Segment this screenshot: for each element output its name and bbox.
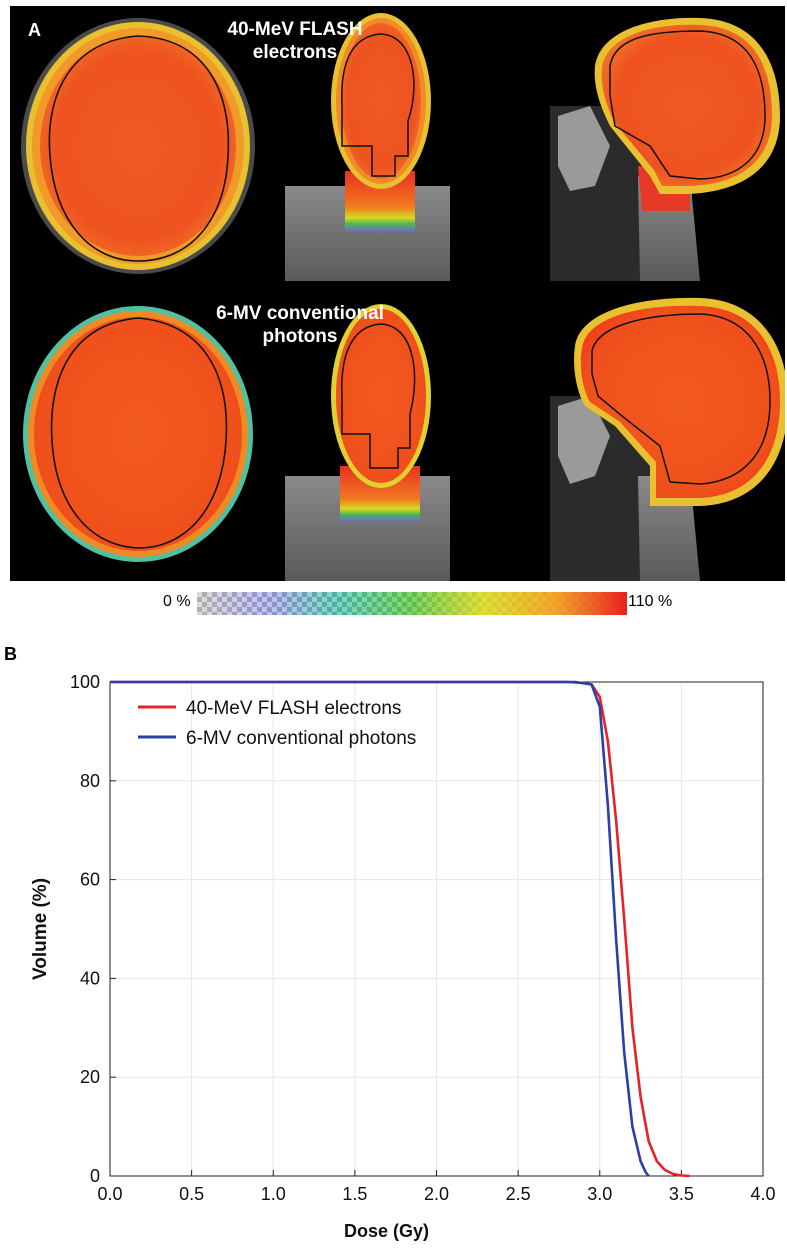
- y-axis-label: Volume (%): [30, 878, 51, 980]
- y-tick-label: 40: [80, 968, 100, 988]
- row-title-line1: 40-MeV FLASH: [227, 19, 363, 40]
- x-tick-label: 3.0: [587, 1184, 612, 1204]
- x-tick-label: 1.5: [342, 1184, 367, 1204]
- y-tick-label: 20: [80, 1067, 100, 1087]
- panel-a-label: A: [28, 20, 41, 40]
- colorbar-min-label: 0 %: [163, 593, 191, 610]
- dvh-chart: 0.0 0.5 1.0 1.5 2.0 2.5 3.0 3.5 4.0 0 20 40 60 80 100 4…: [30, 672, 776, 1241]
- y-tick-label: 0: [90, 1166, 100, 1186]
- y-tick-label: 60: [80, 870, 100, 890]
- colorbar-max-label: 110 %: [628, 593, 673, 610]
- x-tick-label: 2.0: [424, 1184, 449, 1204]
- panel-b-label: B: [4, 644, 17, 664]
- flash-electrons-row: 40-MeV FLASH electrons: [10, 6, 785, 288]
- x-tick-label: 2.5: [506, 1184, 531, 1204]
- legend: 40-MeV FLASH electrons 6-MV conventional …: [138, 698, 416, 749]
- x-tick-label: 4.0: [750, 1184, 775, 1204]
- dose-colorbar: [197, 592, 627, 615]
- y-tick-label: 100: [70, 672, 100, 692]
- conventional-photons-row: 6-MV conventional photons: [10, 294, 785, 581]
- colorbar-checker-overlay: [197, 592, 627, 615]
- y-tick-label: 80: [80, 771, 100, 791]
- row-title-line1: 6-MV conventional: [216, 303, 384, 324]
- row-title-line2: photons: [262, 326, 338, 347]
- series-line-conventional-photons: [110, 680, 650, 1177]
- legend-label: 6-MV conventional photons: [186, 728, 416, 749]
- grid: [110, 682, 763, 1176]
- legend-label: 40-MeV FLASH electrons: [186, 698, 401, 719]
- row-title-line2: electrons: [252, 42, 338, 63]
- x-tick-label: 3.5: [669, 1184, 694, 1204]
- ct-dose-images: [21, 13, 787, 581]
- row-title-flash: 40-MeV FLASH electrons: [190, 18, 400, 64]
- x-tick-label: 1.0: [261, 1184, 286, 1204]
- row-title-photons: 6-MV conventional photons: [190, 302, 410, 348]
- dose-distribution-panel: 40-MeV FLASH electrons 6-MV conventional…: [10, 6, 787, 581]
- x-tick-label: 0.5: [179, 1184, 204, 1204]
- x-tick-label: 0.0: [97, 1184, 122, 1204]
- x-axis-label: Dose (Gy): [344, 1221, 429, 1241]
